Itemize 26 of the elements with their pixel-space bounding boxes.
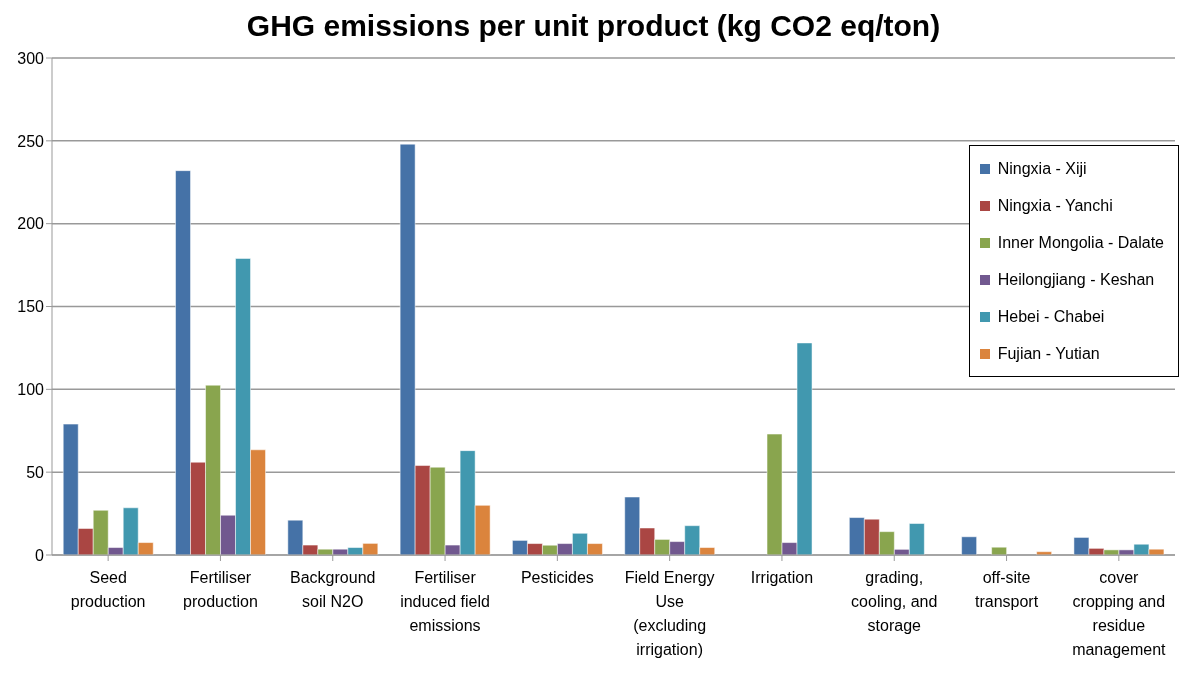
x-tick-label: cover cropping and residue management [1072, 569, 1167, 658]
legend-label: Hebei - Chabei [997, 307, 1105, 326]
y-tick-label: 300 [17, 49, 45, 67]
bar [991, 546, 1007, 555]
x-tick-label: Field Energy Use (excluding irrigation) [624, 569, 715, 658]
x-tick-label: Irrigation [750, 569, 814, 586]
y-tick-label: 250 [17, 132, 45, 150]
y-tick-label: 150 [17, 298, 45, 316]
legend-label: Fujian - Yutian [997, 344, 1100, 363]
y-tick-label: 50 [26, 463, 45, 481]
x-tick-label: grading, cooling, and storage [851, 569, 938, 634]
x-tick-label: Fertiliser induced field emissions [400, 569, 490, 634]
x-tick-label: Background soil N2O [290, 569, 376, 610]
bar [961, 536, 977, 555]
x-tick-label: Pesticides [520, 569, 594, 586]
x-tick-label: Seed production [70, 569, 146, 610]
x-tick-label: Fertiliser production [183, 569, 258, 610]
legend-label: Heilongjiang - Keshan [997, 270, 1155, 289]
legend-label: Ningxia - Yanchi [997, 196, 1113, 215]
chart-title: GHG emissions per unit product (kg CO2 eq/ton) [246, 9, 941, 42]
y-tick-label: 0 [35, 546, 45, 564]
legend-label: Inner Mongolia - Dalate [997, 233, 1164, 252]
y-tick-label: 100 [17, 381, 45, 399]
legend-label: Ningxia - Xiji [997, 159, 1087, 178]
x-tick-label: off-site transport [974, 569, 1039, 610]
y-tick-label: 200 [17, 215, 45, 233]
